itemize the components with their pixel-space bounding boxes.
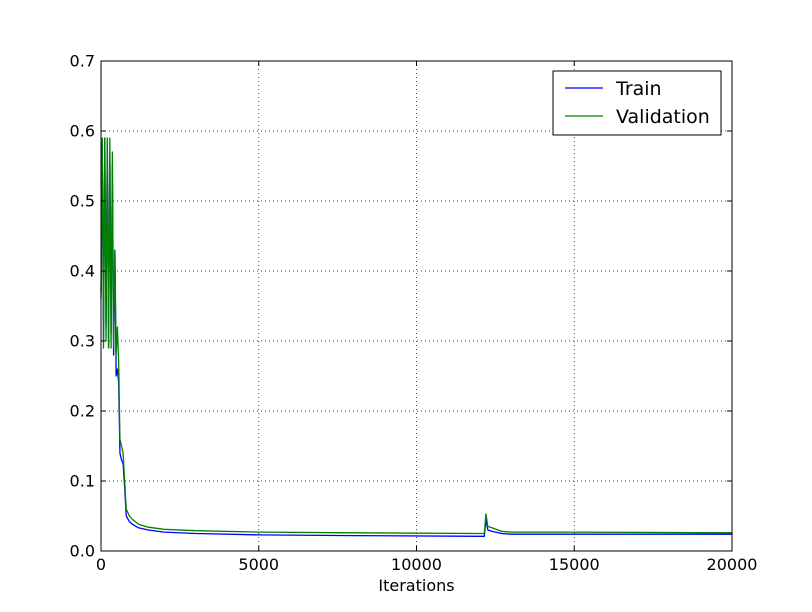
y-tick-label: 0.6 [70, 122, 95, 141]
y-tick-label: 0.7 [70, 52, 95, 71]
axis-ticks: 0 5000 10000 15000 20000 0.0 0.1 0.2 0.3 0.4 0.5 0.… [70, 52, 758, 575]
x-tick-label: 15000 [549, 555, 600, 574]
y-tick-label: 0.2 [70, 402, 95, 421]
y-tick-label: 0.5 [70, 192, 95, 211]
legend-box [552, 70, 722, 136]
series-line-validation [100, 137, 733, 535]
legend: Train Validation [552, 70, 722, 136]
series-lines [100, 137, 733, 537]
y-tick-label: 0.0 [70, 542, 95, 561]
y-tick-label: 0.3 [70, 332, 95, 351]
y-tick-label: 0.4 [70, 262, 95, 281]
x-tick-label: 20000 [707, 555, 758, 574]
x-axis-label: Iterations [378, 576, 454, 595]
y-tick-label: 0.1 [70, 472, 95, 491]
x-tick-label: 0 [96, 555, 106, 574]
grid [101, 61, 732, 551]
legend-label-train: Train [615, 78, 662, 100]
x-tick-label: 10000 [391, 555, 442, 574]
legend-label-validation: Validation [616, 106, 710, 128]
x-tick-label: 5000 [238, 555, 279, 574]
